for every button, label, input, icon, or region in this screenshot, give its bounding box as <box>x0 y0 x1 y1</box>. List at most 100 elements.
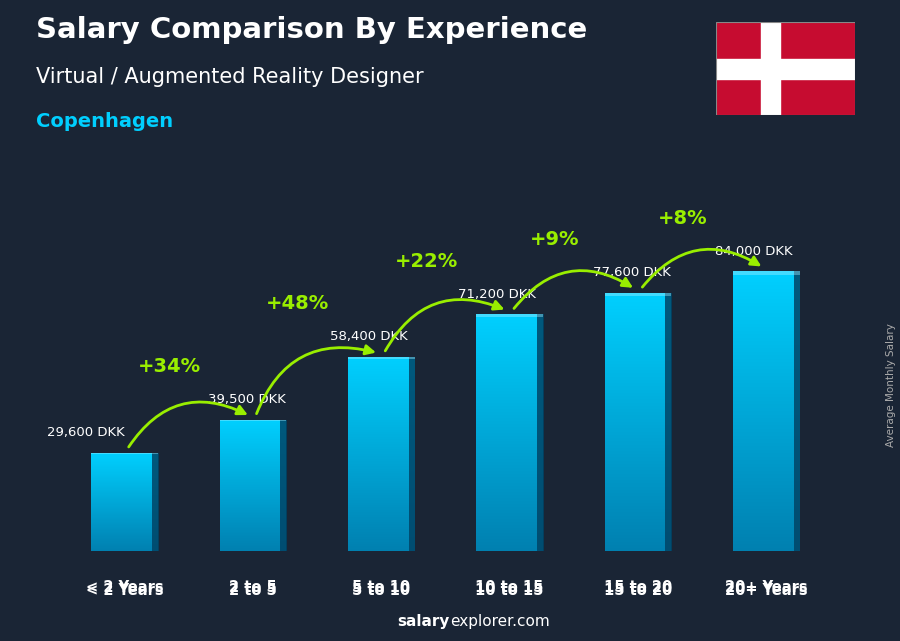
Bar <box>733 401 800 404</box>
Bar <box>605 354 671 357</box>
Bar <box>220 449 286 451</box>
Bar <box>733 503 800 506</box>
Bar <box>348 371 415 374</box>
Bar <box>91 540 158 542</box>
Bar <box>348 508 415 510</box>
Bar <box>537 314 544 551</box>
Bar <box>733 425 800 429</box>
Bar <box>476 412 543 415</box>
Bar <box>91 545 158 546</box>
Bar <box>476 379 543 382</box>
Bar <box>476 515 543 519</box>
Bar <box>220 459 286 461</box>
Bar <box>220 494 286 495</box>
Bar <box>605 545 671 548</box>
Bar <box>476 338 543 340</box>
Bar <box>220 482 286 484</box>
Bar <box>476 314 543 317</box>
Bar <box>605 351 671 354</box>
Bar <box>220 477 286 479</box>
Bar <box>476 329 543 332</box>
Bar <box>605 483 671 487</box>
Bar <box>91 539 158 540</box>
Bar <box>220 420 286 421</box>
Bar <box>605 383 671 387</box>
Bar <box>91 472 158 474</box>
Bar <box>91 487 158 488</box>
Bar <box>476 335 543 338</box>
Bar <box>733 470 800 474</box>
Bar <box>733 485 800 488</box>
Bar <box>476 510 543 513</box>
Bar <box>91 529 158 530</box>
Bar <box>91 466 158 467</box>
Bar <box>733 331 800 334</box>
Bar <box>605 306 671 309</box>
Bar <box>476 424 543 427</box>
Bar <box>91 502 158 503</box>
Bar <box>220 492 286 494</box>
Bar <box>605 338 671 341</box>
Bar <box>733 359 800 362</box>
Bar <box>605 374 671 377</box>
Bar <box>476 400 543 403</box>
Bar <box>91 486 158 487</box>
Bar <box>220 487 286 488</box>
Bar <box>348 469 415 471</box>
Bar <box>91 535 158 537</box>
Bar <box>605 442 671 445</box>
Bar <box>476 447 543 451</box>
Bar <box>476 504 543 507</box>
Bar <box>348 383 415 386</box>
Bar <box>476 537 543 539</box>
Bar <box>476 353 543 356</box>
Bar <box>348 459 415 462</box>
Bar <box>91 470 158 471</box>
Bar <box>348 454 415 456</box>
Bar <box>476 323 543 326</box>
Bar <box>733 436 800 439</box>
Bar <box>733 288 800 292</box>
Bar <box>733 376 800 379</box>
Bar <box>348 447 415 449</box>
Bar <box>91 537 158 538</box>
Bar <box>733 520 800 523</box>
Bar <box>605 542 671 545</box>
Bar <box>733 463 800 467</box>
Bar <box>91 475 158 476</box>
Bar <box>348 369 415 371</box>
Bar <box>476 340 543 344</box>
Bar <box>91 481 158 482</box>
Bar <box>220 433 286 435</box>
Bar <box>605 393 671 396</box>
Text: 10 to 15: 10 to 15 <box>475 583 544 598</box>
Text: 2 to 5: 2 to 5 <box>230 580 277 595</box>
Bar <box>476 531 543 533</box>
Bar <box>91 506 158 507</box>
Bar <box>220 454 286 456</box>
Bar <box>220 485 286 487</box>
Bar <box>220 436 286 438</box>
Bar <box>220 458 286 459</box>
Bar <box>220 476 286 477</box>
Bar <box>605 538 671 542</box>
Bar <box>476 486 543 489</box>
Bar <box>348 476 415 478</box>
Bar <box>91 478 158 479</box>
Text: +9%: +9% <box>530 230 580 249</box>
Bar <box>605 467 671 470</box>
Bar <box>733 506 800 509</box>
Bar <box>91 514 158 515</box>
Bar <box>733 443 800 446</box>
Bar <box>348 549 415 551</box>
Bar <box>605 363 671 367</box>
Bar <box>733 299 800 303</box>
Bar <box>476 495 543 498</box>
Bar <box>152 453 158 551</box>
Text: Salary Comparison By Experience: Salary Comparison By Experience <box>36 16 587 44</box>
Bar <box>733 457 800 460</box>
Bar <box>220 533 286 535</box>
Bar <box>348 486 415 488</box>
Bar <box>91 538 158 539</box>
Bar <box>733 499 800 503</box>
